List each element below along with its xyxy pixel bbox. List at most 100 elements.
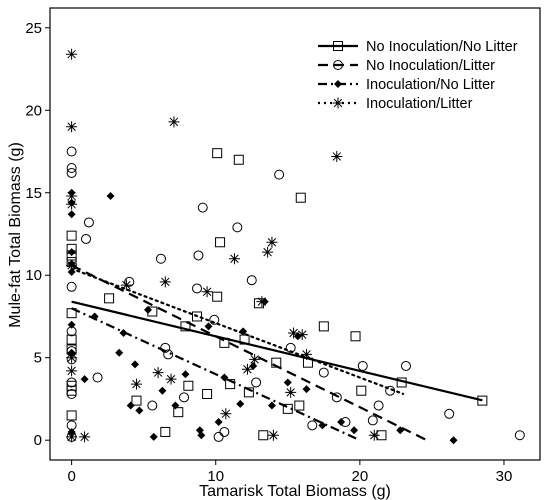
fit-line-solid: [71, 300, 483, 402]
data-point-square: [212, 291, 223, 302]
data-point-square: [160, 426, 171, 437]
data-point-asterisk: [66, 259, 78, 271]
data-point-asterisk: [285, 386, 297, 398]
data-point-asterisk: [266, 236, 278, 248]
data-point-square: [183, 380, 194, 391]
data-point-square: [258, 430, 269, 441]
data-point-square: [233, 154, 244, 165]
data-point-diamond: [318, 421, 327, 430]
data-point-square: [66, 385, 77, 396]
data-point-square: [350, 331, 361, 342]
data-point-circle: [213, 431, 224, 442]
data-point-circle: [66, 281, 77, 292]
data-point-asterisk: [168, 116, 180, 128]
y-axis-title: Mule-fat Total Biomass (g): [7, 142, 24, 328]
data-point-diamond: [67, 248, 76, 257]
data-point-diamond: [220, 373, 229, 382]
data-point-asterisk: [368, 429, 380, 441]
y-tick-label: 10: [25, 267, 42, 284]
data-point-circle: [385, 385, 396, 396]
data-point-circle: [246, 275, 257, 286]
data-point-asterisk: [66, 198, 78, 210]
data-point-diamond: [337, 418, 346, 427]
data-point-circle: [307, 420, 318, 431]
data-point-circle: [274, 169, 285, 180]
data-point-asterisk: [201, 286, 213, 298]
data-point-circle: [367, 415, 378, 426]
data-point-diamond: [80, 375, 89, 384]
data-point-diamond: [283, 378, 292, 387]
axis-ticks: 0 10 20 30 0 5 10 15 20 25: [25, 20, 512, 485]
data-point-circle: [444, 408, 455, 419]
x-tick-label: 30: [496, 468, 513, 485]
y-tick-label: 5: [34, 350, 42, 367]
data-point-asterisk: [159, 276, 171, 288]
data-point-circle: [66, 377, 77, 388]
data-point-diamond: [144, 305, 152, 314]
data-point-diamond: [249, 361, 258, 370]
legend-marker-square: [333, 41, 343, 51]
legend-label: No Inoculation/Litter: [366, 58, 495, 74]
data-point-circle: [66, 389, 77, 400]
data-point-diamond: [126, 401, 135, 410]
legend-label: Inoculation/No Litter: [366, 77, 495, 93]
data-point-asterisk: [241, 363, 253, 375]
data-point-circle: [373, 400, 384, 411]
data-point-asterisk: [66, 121, 78, 133]
data-point-asterisk: [301, 348, 313, 360]
data-point-square: [318, 321, 329, 332]
data-point-square: [356, 385, 367, 396]
data-point-square: [202, 389, 213, 400]
plot-frame: [49, 7, 541, 461]
data-point-circle: [92, 372, 103, 383]
data-point-circle: [357, 360, 368, 371]
data-point-asterisk: [66, 431, 78, 443]
data-point-square: [66, 230, 77, 241]
y-tick-label: 20: [25, 102, 42, 119]
y-tick-label: 15: [25, 185, 42, 202]
data-point-asterisk: [120, 279, 132, 291]
legend: No Inoculation/No Litter No Inoculation/L…: [318, 39, 518, 112]
legend-label: No Inoculation/No Litter: [366, 39, 518, 55]
data-point-diamond: [115, 348, 124, 357]
legend-label: Inoculation/Litter: [366, 96, 473, 112]
data-point-asterisk: [165, 373, 177, 385]
data-point-circle: [514, 430, 525, 441]
data-point-circle: [66, 167, 77, 178]
data-point-circle: [163, 349, 174, 360]
y-tick-label: 0: [34, 432, 42, 449]
data-point-diamond: [204, 322, 213, 331]
data-point-circle: [251, 377, 262, 388]
data-point-asterisk: [130, 378, 142, 390]
data-point-circle: [66, 163, 77, 174]
fit-line-dotted: [70, 267, 405, 395]
data-point-square: [192, 311, 202, 322]
data-point-asterisk: [331, 150, 343, 162]
data-point-circle: [232, 222, 243, 233]
data-point-circle: [83, 217, 94, 228]
data-point-square: [180, 321, 191, 332]
data-point-diamond: [197, 431, 206, 440]
data-point-diamond: [131, 360, 140, 369]
data-point-square: [66, 334, 77, 345]
data-point-asterisk: [66, 190, 78, 202]
data-point-asterisk: [66, 48, 78, 60]
data-point-square: [131, 395, 142, 406]
legend-marker-circle: [333, 60, 343, 70]
fit-line-dash-dot: [71, 307, 361, 442]
data-point-circle: [400, 360, 411, 371]
data-point-square: [104, 293, 115, 304]
data-point-circle: [192, 283, 202, 294]
data-point-diamond: [67, 320, 76, 329]
data-point-circle: [197, 202, 208, 213]
x-axis-title: Tamarisk Total Biomass (g): [199, 483, 391, 500]
data-point-asterisk: [249, 353, 261, 365]
data-point-diamond: [350, 426, 359, 435]
data-point-asterisk: [256, 296, 268, 308]
x-tick-label: 10: [207, 468, 224, 485]
data-point-circle: [331, 392, 342, 403]
data-point-circle: [219, 426, 230, 437]
data-point-asterisk: [79, 431, 91, 443]
data-point-asterisk: [220, 408, 232, 420]
